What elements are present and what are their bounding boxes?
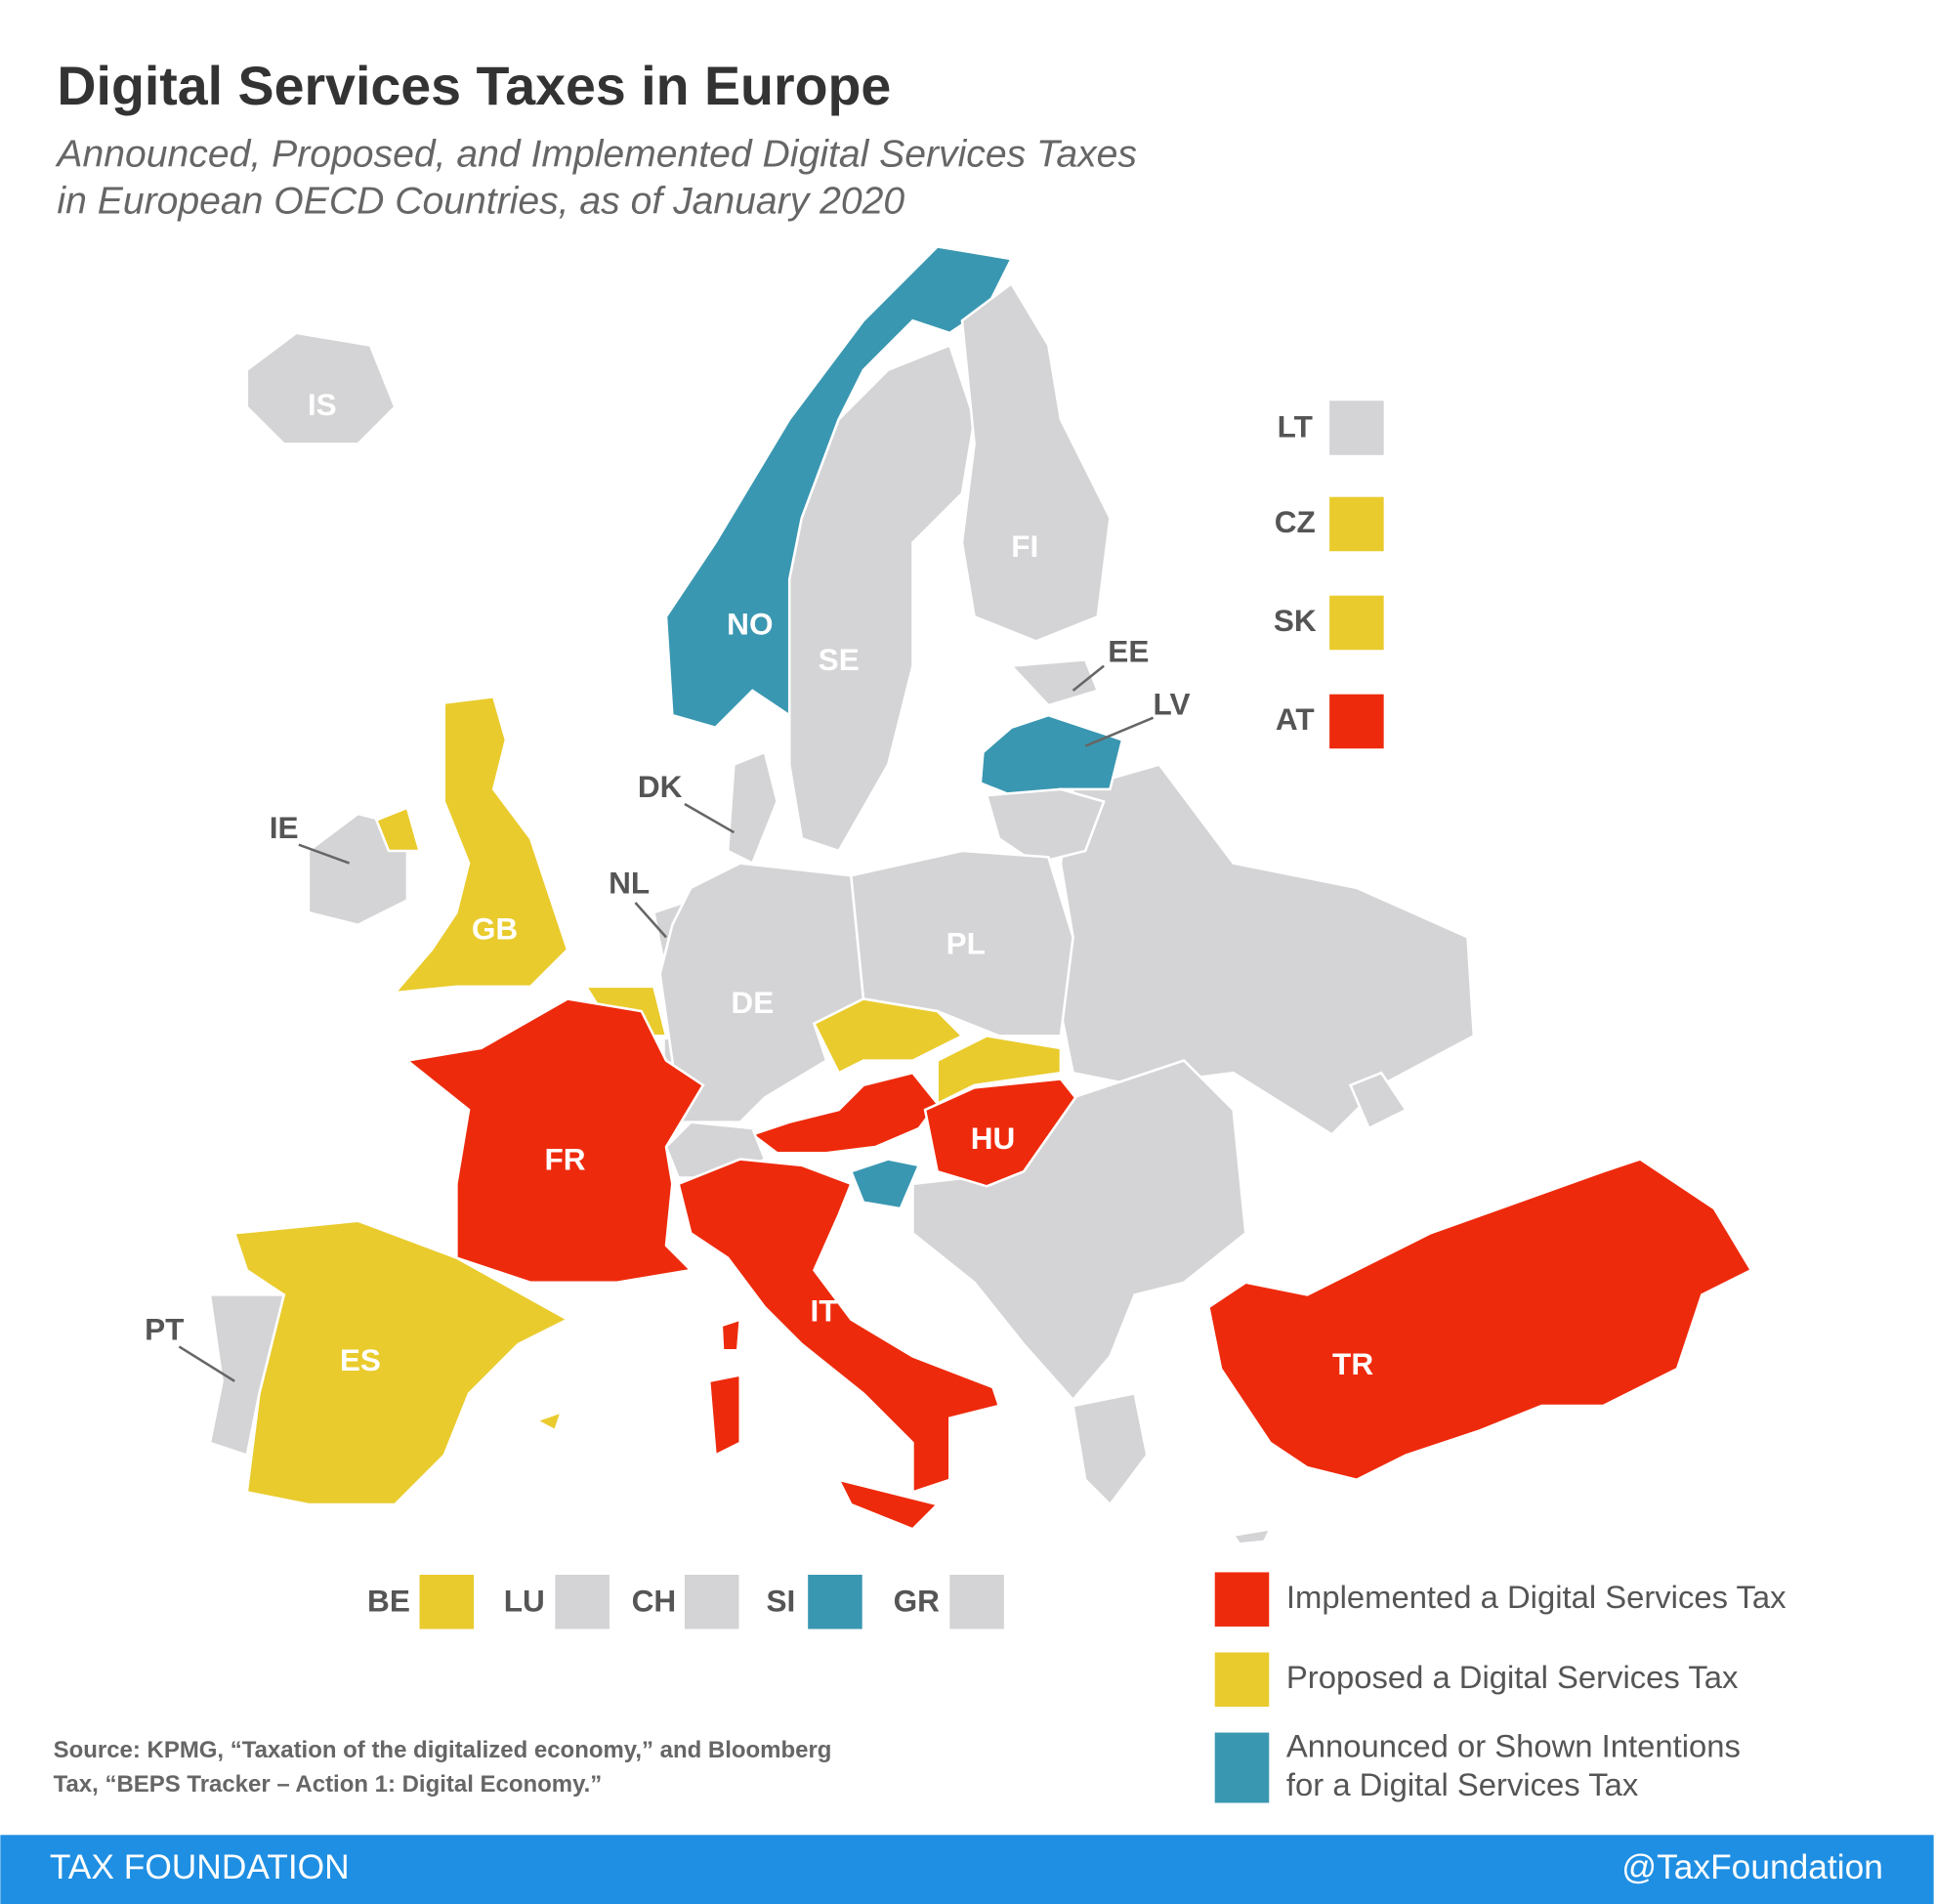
- country-label: FI: [1011, 529, 1038, 564]
- country-swatch: [419, 1574, 475, 1629]
- country-swatch: [1329, 401, 1384, 455]
- country-shape: [403, 997, 705, 1285]
- country-shape: [985, 787, 1106, 865]
- country-swatch: [949, 1574, 1004, 1629]
- country-swatch: [1329, 694, 1384, 749]
- leader-line: [298, 843, 351, 865]
- legend-swatch: [1214, 1732, 1270, 1803]
- country-label: FR: [544, 1141, 585, 1176]
- country-label: PT: [145, 1312, 184, 1347]
- country-shape: [1207, 1158, 1753, 1482]
- leader-line: [634, 902, 667, 939]
- country-shape: [979, 713, 1124, 797]
- legend-swatch: [1214, 1572, 1270, 1627]
- legend-label: Announced or Shown Intentions: [1286, 1728, 1741, 1764]
- subtitle: Announced, Proposed, and Implemented Dig…: [55, 134, 1137, 176]
- country-swatch: [555, 1574, 610, 1629]
- legend: Implemented a Digital Services Tax Propos…: [1214, 1572, 1787, 1803]
- country-shape: [787, 343, 976, 853]
- country-label: LT: [1278, 409, 1313, 444]
- country-label: DE: [731, 985, 774, 1020]
- leader-line: [178, 1345, 235, 1382]
- country-label: BE: [367, 1583, 410, 1618]
- country-label: LV: [1154, 687, 1191, 722]
- country-shape: [726, 750, 778, 866]
- country-label: AT: [1276, 701, 1315, 737]
- country-shape: [812, 997, 965, 1075]
- subtitle: in European OECD Countries, as of Januar…: [57, 181, 904, 223]
- country-swatch: [1329, 496, 1384, 552]
- source: Tax, “BEPS Tracker – Action 1: Digital E…: [54, 1771, 603, 1798]
- footer-handle: @TaxFoundation: [1621, 1848, 1883, 1886]
- country-label: ES: [340, 1342, 381, 1377]
- country-shape: [836, 1477, 941, 1531]
- country-label: IS: [308, 387, 337, 422]
- country-label: IE: [270, 810, 299, 845]
- country-swatch: [684, 1574, 739, 1629]
- source: Source: KPMG, “Taxation of the digitaliz…: [54, 1737, 832, 1763]
- legend-label: for a Digital Services Tax: [1286, 1766, 1639, 1802]
- country-label: TR: [1332, 1346, 1373, 1381]
- country-label: SE: [819, 642, 860, 677]
- country-swatch: [808, 1574, 862, 1629]
- country-swatch: [1329, 595, 1384, 651]
- country-label: LU: [504, 1583, 545, 1618]
- country-label: NO: [727, 607, 773, 642]
- country-label: IT: [811, 1293, 838, 1329]
- country-shape: [849, 1158, 921, 1210]
- land-shape: [1348, 1071, 1408, 1130]
- country-label: SK: [1274, 603, 1317, 638]
- country-shape: [208, 1293, 286, 1458]
- legend-label: Implemented a Digital Services Tax: [1286, 1579, 1787, 1615]
- footer-brand: TAX FOUNDATION: [50, 1848, 350, 1886]
- leader-line: [684, 802, 736, 834]
- country-shape: [677, 1158, 1001, 1495]
- country-shape: [1072, 1391, 1149, 1506]
- country-label: CH: [632, 1583, 677, 1618]
- country-label: EE: [1108, 633, 1149, 668]
- countries: [208, 245, 1753, 1545]
- country-label: NL: [609, 866, 650, 901]
- country-label: CZ: [1275, 504, 1316, 539]
- leader-line: [1084, 716, 1155, 747]
- country-label: GB: [472, 910, 518, 946]
- country-shape: [1231, 1527, 1273, 1545]
- country-shape: [720, 1317, 742, 1352]
- country-shape: [664, 245, 1014, 730]
- country-shape: [245, 331, 397, 445]
- country-label: DK: [638, 769, 683, 804]
- legend-label: Proposed a Digital Services Tax: [1286, 1659, 1739, 1695]
- country-shape: [1008, 657, 1100, 707]
- country-shape: [392, 695, 569, 994]
- country-shape: [960, 281, 1112, 643]
- legend-swatch: [1214, 1652, 1270, 1708]
- country-shape: [533, 1410, 564, 1433]
- country-label: HU: [971, 1121, 1016, 1156]
- country-shape: [374, 806, 422, 853]
- country-label: PL: [946, 926, 986, 961]
- footer-bar: [0, 1835, 1934, 1904]
- leader-line: [1072, 664, 1105, 692]
- country-label: SI: [766, 1583, 795, 1618]
- country-shape: [923, 1078, 1077, 1188]
- land-shape: [911, 1059, 1247, 1402]
- country-shape: [307, 812, 409, 927]
- country-shape: [707, 1373, 741, 1458]
- country-label: GR: [894, 1583, 941, 1618]
- title: Digital Services Taxes in Europe: [57, 56, 891, 116]
